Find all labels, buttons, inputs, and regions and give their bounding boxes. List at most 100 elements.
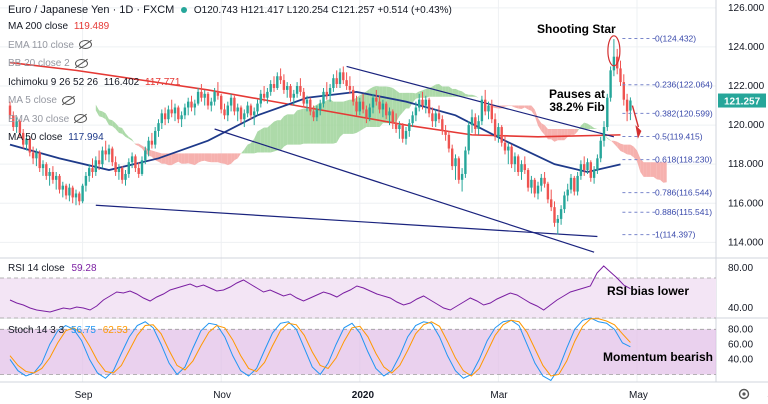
eye-hidden-icon[interactable] — [74, 114, 88, 124]
ichimoku-cloud-segment — [297, 109, 301, 145]
legend-row-ma-50-close[interactable]: MA 50 close 117.994 — [8, 131, 104, 144]
candle-body — [35, 152, 38, 159]
eye-hidden-icon[interactable] — [61, 95, 75, 105]
time-axis-tick: Sep — [75, 390, 93, 401]
legend-row-ema-30-close[interactable]: EMA 30 close — [8, 113, 88, 126]
candle-body — [358, 101, 361, 112]
legend-row-ichimoku-9-26-52-26[interactable]: Ichimoku 9 26 52 26 116.402 117.771 — [8, 76, 180, 89]
candle-body — [520, 164, 523, 172]
ichimoku-cloud-segment — [643, 162, 647, 177]
pauses-label-line2: 38.2% Fib — [549, 100, 605, 114]
symbol-header[interactable]: Euro / Japanese Yen · 1D · FXCM O120.743… — [8, 4, 452, 17]
gear-icon[interactable] — [738, 388, 750, 400]
candle-body — [196, 91, 200, 104]
candle-body — [328, 87, 332, 96]
ichimoku-cloud-segment — [303, 108, 307, 144]
candle-body — [599, 140, 602, 159]
ichimoku-cloud-segment — [237, 153, 241, 159]
candle-body — [91, 168, 94, 172]
symbol-title[interactable]: Euro / Japanese Yen · 1D · FXCM — [8, 4, 175, 16]
candle-body — [253, 111, 256, 116]
candle-body — [609, 70, 612, 98]
ichimoku-cloud-segment — [406, 92, 410, 109]
candle-body — [540, 177, 543, 186]
legend-row-bb-20-close-2[interactable]: BB 20 close 2 — [8, 57, 88, 70]
stoch-legend-row: Stoch 14 3 3 56.75 62.53 — [8, 324, 128, 337]
stoch-k-line — [9, 317, 631, 382]
ichimoku-cloud-segment — [613, 140, 618, 148]
legend-label[interactable]: BB 20 close 2 — [8, 58, 70, 69]
candle-body — [612, 56, 616, 71]
candle-body — [503, 142, 507, 151]
ichimoku-cloud-segment — [260, 127, 265, 153]
ichimoku-cloud-segment — [132, 139, 136, 145]
ichimoku-cloud-segment — [122, 128, 126, 137]
candle-body — [444, 130, 447, 135]
rsi-legend-name[interactable]: RSI 14 close — [8, 263, 65, 274]
ichimoku-cloud-segment — [250, 138, 255, 154]
legend-row-ma-5-close[interactable]: MA 5 close — [8, 94, 75, 107]
legend-label[interactable]: MA 5 close — [8, 95, 57, 106]
pauses-label-line1: Pauses at — [549, 87, 606, 101]
candle-body — [523, 164, 526, 171]
legend-label[interactable]: EMA 110 close — [8, 39, 74, 51]
candle-body — [12, 115, 15, 128]
ichimoku-cloud-segment — [531, 105, 535, 116]
candle-body — [266, 91, 269, 98]
candle-body — [427, 99, 431, 114]
ichimoku-cloud-segment — [561, 129, 565, 141]
candle-body — [107, 148, 111, 155]
candle-body — [437, 113, 441, 120]
ichimoku-cloud-segment — [468, 94, 472, 97]
candle-body — [48, 172, 51, 176]
price-axis-tick: 116.000 — [728, 198, 764, 209]
candle-body — [167, 109, 170, 120]
ichimoku-cloud-segment — [336, 101, 340, 143]
legend-value-2: 117.771 — [142, 76, 181, 88]
ichimoku-cloud-segment — [221, 153, 225, 164]
candle-body — [431, 113, 434, 122]
ichimoku-cloud-segment — [320, 102, 324, 144]
rsi-legend-row: RSI 14 close 59.28 — [8, 262, 97, 275]
ichimoku-cloud-segment — [472, 94, 476, 97]
legend-label[interactable]: MA 50 close — [8, 132, 63, 143]
candle-body — [276, 76, 279, 88]
legend-label[interactable]: MA 200 close — [8, 21, 69, 32]
legend-row-ma-200-close[interactable]: MA 200 close 119.489 — [8, 20, 109, 33]
candle-body — [236, 107, 239, 112]
candle-body — [500, 127, 503, 143]
candle-body — [526, 170, 530, 188]
candle-body — [84, 175, 88, 186]
candle-body — [223, 109, 226, 116]
legend-label[interactable]: EMA 30 close — [8, 113, 70, 125]
candle-body — [563, 195, 566, 210]
ichimoku-cloud-segment — [204, 153, 208, 162]
candle-body — [31, 152, 35, 159]
eye-hidden-icon[interactable] — [78, 40, 92, 50]
candle-body — [269, 84, 272, 92]
candle-body — [38, 152, 41, 169]
ichimoku-cloud-segment — [208, 153, 212, 163]
ichimoku-cloud-segment — [439, 84, 443, 97]
ichimoku-cloud-segment — [326, 99, 331, 144]
candle-body — [127, 162, 130, 174]
candle-body — [282, 80, 286, 90]
ichimoku-cloud-segment — [571, 129, 575, 135]
candle-body — [493, 119, 497, 137]
ichimoku-cloud-segment — [277, 120, 281, 151]
ichimoku-cloud-segment — [511, 105, 515, 108]
eye-hidden-icon[interactable] — [74, 58, 88, 68]
ichimoku-cloud-segment — [547, 129, 552, 140]
candle-body — [566, 189, 569, 196]
legend-label[interactable]: Ichimoku 9 26 52 26 — [8, 76, 99, 88]
stoch-legend-name[interactable]: Stoch 14 3 3 — [8, 325, 65, 336]
candle-body — [187, 101, 190, 108]
candle-body — [530, 179, 533, 188]
rsi-band — [0, 278, 716, 318]
ichimoku-cloud-segment — [194, 153, 199, 166]
legend-row-ema-110-close[interactable]: EMA 110 close — [8, 39, 92, 52]
rsi-note-label: RSI bias lower — [607, 284, 690, 298]
candle-body — [460, 173, 464, 180]
fib-level-label: 0.382(120.599) — [655, 108, 713, 118]
